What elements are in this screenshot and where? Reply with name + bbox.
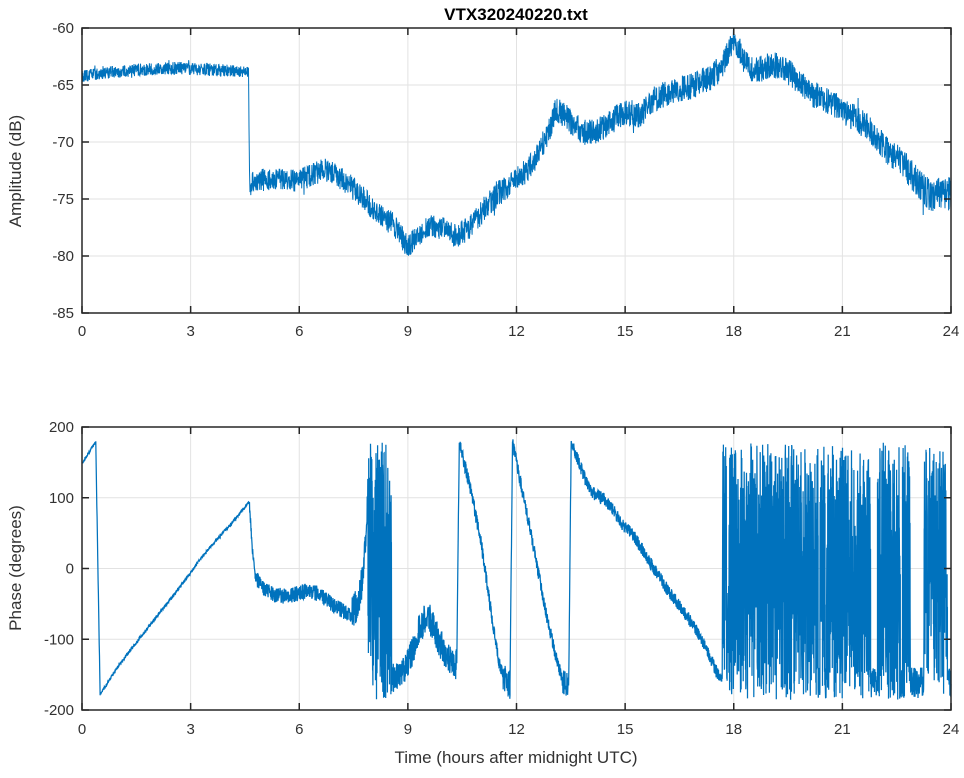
y-tick-label: 200 [49, 419, 74, 436]
y-tick-label: -100 [44, 631, 74, 648]
plots-group: 0 3 6 9 12 15 18 21 24 -85 -80 -75 -70 -65 -60 0 3 6 9 12 15… [44, 20, 959, 738]
x-tick-label: 0 [78, 323, 86, 340]
figure-title: VTX320240220.txt [444, 5, 588, 24]
y-tick-label: -70 [52, 134, 74, 151]
x-tick-label: 0 [78, 721, 86, 738]
x-tick-label: 9 [404, 721, 412, 738]
x-tick-label: 12 [508, 721, 525, 738]
y-tick-label: -200 [44, 702, 74, 719]
phase-plot: 0 3 6 9 12 15 18 21 24 -200 -100 0 100 200 [44, 419, 959, 738]
x-tick-label: 3 [186, 721, 194, 738]
time-x-axis-label: Time (hours after midnight UTC) [394, 748, 637, 767]
x-tick-label: 18 [725, 323, 742, 340]
x-tick-label: 24 [943, 721, 960, 738]
y-tick-label: -80 [52, 248, 74, 265]
y-tick-label: -65 [52, 77, 74, 94]
x-tick-label: 21 [834, 721, 851, 738]
x-tick-label: 3 [186, 323, 194, 340]
phase-y-axis-label: Phase (degrees) [6, 505, 25, 631]
y-tick-label: -85 [52, 305, 74, 322]
x-tick-label: 12 [508, 323, 525, 340]
y-tick-label: 0 [66, 561, 74, 578]
y-tick-label: -75 [52, 191, 74, 208]
phase-trace [82, 439, 952, 700]
x-tick-label: 6 [295, 721, 303, 738]
amplitude-y-axis-label: Amplitude (dB) [6, 115, 25, 227]
amplitude-trace [81, 29, 952, 256]
x-tick-label: 9 [404, 323, 412, 340]
x-tick-label: 15 [617, 721, 634, 738]
x-tick-label: 18 [725, 721, 742, 738]
x-tick-label: 21 [834, 323, 851, 340]
y-tick-label: 100 [49, 490, 74, 507]
x-tick-label: 15 [617, 323, 634, 340]
x-tick-label: 6 [295, 323, 303, 340]
y-tick-label: -60 [52, 20, 74, 37]
amplitude-plot: 0 3 6 9 12 15 18 21 24 -85 -80 -75 -70 -65 -60 [52, 20, 959, 340]
x-tick-label: 24 [943, 323, 960, 340]
